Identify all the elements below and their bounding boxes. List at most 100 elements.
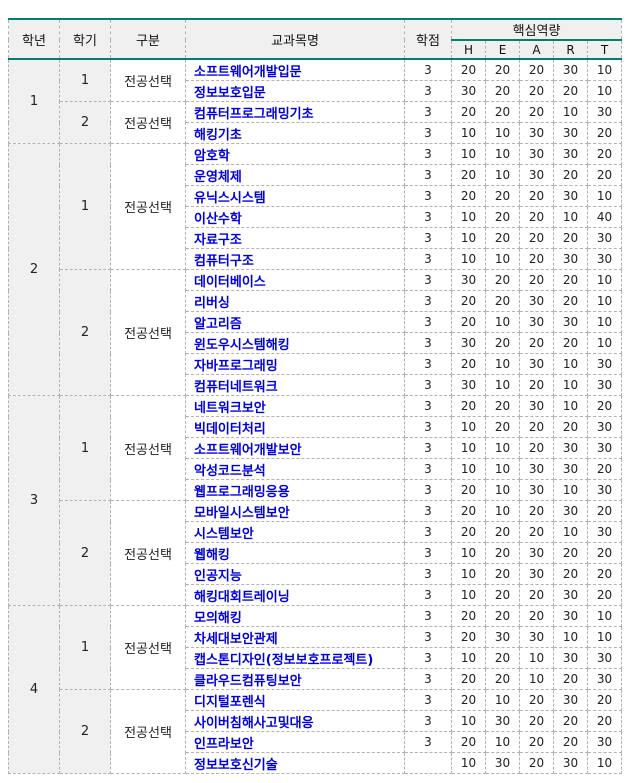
score-cell-e: 10 <box>485 248 520 270</box>
score-cell-h: 20 <box>451 185 486 207</box>
credits-cell: 3 <box>404 332 452 354</box>
course-name-cell[interactable]: 시스템보안 <box>185 521 405 543</box>
course-row: 차세대보안관제 3 20 30 30 10 10 <box>9 626 623 648</box>
score-cell-r: 30 <box>553 584 588 606</box>
course-name-cell[interactable]: 리버싱 <box>185 290 405 312</box>
score-cell-e: 20 <box>485 563 520 585</box>
score-cell-a: 10 <box>519 647 554 669</box>
score-cell-r: 20 <box>553 290 588 312</box>
credits-cell: 3 <box>404 542 452 564</box>
course-name-cell[interactable]: 정보보호입문 <box>185 80 405 102</box>
score-cell-a: 20 <box>519 58 554 81</box>
score-cell-a: 10 <box>519 668 554 690</box>
score-cell-t: 10 <box>586 626 623 648</box>
credits-cell: 3 <box>404 80 452 102</box>
score-cell-t: 30 <box>586 374 623 396</box>
score-cell-t: 20 <box>586 500 623 522</box>
course-name-cell[interactable]: 운영체제 <box>185 164 405 186</box>
score-cell-h: 20 <box>451 479 486 501</box>
course-name-cell[interactable]: 해킹대회트레이닝 <box>185 584 405 606</box>
course-name-cell[interactable]: 악성코드분석 <box>185 458 405 480</box>
course-name-cell[interactable]: 빅데이터처리 <box>185 416 405 438</box>
course-name-cell[interactable]: 자바프로그래밍 <box>185 353 405 375</box>
score-cell-t: 30 <box>586 521 623 543</box>
score-cell-r: 10 <box>553 353 588 375</box>
score-cell-e: 20 <box>485 290 520 312</box>
credits-cell: 3 <box>404 395 452 417</box>
score-cell-e: 10 <box>485 731 520 753</box>
score-cell-r: 20 <box>553 731 588 753</box>
score-cell-t: 20 <box>586 122 623 144</box>
score-cell-a: 20 <box>519 416 554 438</box>
course-name-cell[interactable]: 컴퓨터구조 <box>185 248 405 270</box>
score-cell-a: 20 <box>519 374 554 396</box>
credits-cell: 3 <box>404 731 452 753</box>
course-name-cell[interactable]: 유닉스시스템 <box>185 185 405 207</box>
credits-cell: 3 <box>404 647 452 669</box>
course-name-cell[interactable]: 웹해킹 <box>185 542 405 564</box>
course-name-cell[interactable]: 데이터베이스 <box>185 269 405 291</box>
course-name-cell[interactable]: 사이버침해사고및대응 <box>185 710 405 732</box>
course-name-cell[interactable]: 정보보호신기술 <box>185 752 405 774</box>
score-cell-h: 30 <box>451 80 486 102</box>
course-name-cell[interactable]: 웹프로그래밍응용 <box>185 479 405 501</box>
course-name-cell[interactable]: 컴퓨터프로그래밍기초 <box>185 101 405 123</box>
score-cell-e: 20 <box>485 101 520 123</box>
score-cell-r: 10 <box>553 374 588 396</box>
score-cell-t: 30 <box>586 101 623 123</box>
score-cell-a: 20 <box>519 185 554 207</box>
score-cell-a: 20 <box>519 584 554 606</box>
score-cell-r: 20 <box>553 332 588 354</box>
score-cell-r: 30 <box>553 122 588 144</box>
course-name-cell[interactable]: 암호학 <box>185 143 405 165</box>
course-row: 자료구조 3 10 20 20 20 30 <box>9 227 623 249</box>
course-row: 2 전공선택 컴퓨터프로그래밍기초 3 20 20 20 10 30 <box>9 101 623 144</box>
score-cell-r: 30 <box>553 500 588 522</box>
credits-cell: 3 <box>404 500 452 522</box>
score-cell-e: 30 <box>485 752 520 774</box>
score-cell-r: 30 <box>553 647 588 669</box>
course-name-cell[interactable]: 모바일시스템보안 <box>185 500 405 522</box>
score-cell-a: 30 <box>519 311 554 333</box>
course-name-cell[interactable]: 컴퓨터네트워크 <box>185 374 405 396</box>
course-name-cell[interactable]: 자료구조 <box>185 227 405 249</box>
score-cell-e: 20 <box>485 521 520 543</box>
credits-cell: 3 <box>404 689 452 711</box>
score-cell-a: 20 <box>519 332 554 354</box>
score-cell-r: 10 <box>553 101 588 123</box>
course-name-cell[interactable]: 모의해킹 <box>185 605 405 627</box>
credits-cell: 3 <box>404 437 452 459</box>
score-cell-t: 30 <box>586 479 623 501</box>
credits-cell: 3 <box>404 206 452 228</box>
course-name-cell[interactable]: 소프트웨어개발입문 <box>185 58 405 81</box>
course-name-cell[interactable]: 인공지능 <box>185 563 405 585</box>
course-name-cell[interactable]: 인프라보안 <box>185 731 405 753</box>
course-name-cell[interactable]: 클라우드컴퓨팅보안 <box>185 668 405 690</box>
course-name-cell[interactable]: 차세대보안관제 <box>185 626 405 648</box>
score-cell-t: 20 <box>586 143 623 165</box>
table-body: 1 1 전공선택 소프트웨어개발입문 3 20 20 20 30 10 정보보호입문 3 30 20 20 2… <box>8 58 623 774</box>
score-cell-t: 10 <box>586 269 623 291</box>
credits-cell: 3 <box>404 269 452 291</box>
category-cell: 전공선택 <box>110 395 186 501</box>
course-name-cell[interactable]: 알고리즘 <box>185 311 405 333</box>
credits-cell: 3 <box>404 563 452 585</box>
credits-cell: 3 <box>404 374 452 396</box>
score-cell-t: 10 <box>586 290 623 312</box>
credits-cell: 3 <box>404 521 452 543</box>
course-name-cell[interactable]: 네트워크보안 <box>185 395 405 417</box>
credits-cell: 3 <box>404 185 452 207</box>
score-cell-h: 10 <box>451 647 486 669</box>
score-cell-h: 30 <box>451 374 486 396</box>
course-name-cell[interactable]: 캡스톤디자인(정보보호프로젝트) <box>185 647 405 669</box>
course-name-cell[interactable]: 소프트웨어개발보안 <box>185 437 405 459</box>
course-name-cell[interactable]: 디지털포렌식 <box>185 689 405 711</box>
course-name-cell[interactable]: 윈도우시스템해킹 <box>185 332 405 354</box>
course-row: 3 1 전공선택 네트워크보안 3 20 20 30 10 20 <box>8 395 623 606</box>
course-name-cell[interactable]: 해킹기초 <box>185 122 405 144</box>
score-cell-r: 30 <box>553 248 588 270</box>
score-cell-h: 10 <box>451 584 486 606</box>
course-name-cell[interactable]: 이산수학 <box>185 206 405 228</box>
score-cell-t: 20 <box>586 458 623 480</box>
